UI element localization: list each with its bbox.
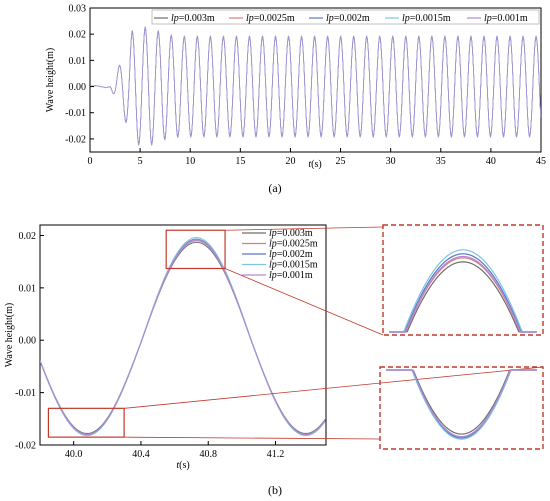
panel-a-legend-label-value-3: =0.0015m (410, 13, 451, 24)
panel-b-legend-label-3: lp=0.0015m (269, 260, 318, 271)
panel-b-legend-label-value-4: =0.001m (277, 270, 313, 281)
panel-b-legend-label-prefix-4: lp (269, 270, 277, 281)
panel-b-legend-label-prefix-2: lp (269, 249, 277, 260)
panel-a-series-line-2 (89, 27, 542, 145)
panel-a-axes: 0 5 10 15 20 25 30 35 40 45 -0.02 -0.01 0.00 0.01 0.02… (65, 4, 546, 168)
panel-a-xlabel-var: t (308, 159, 311, 170)
panel-a-ytick-label-4: 0.02 (69, 30, 87, 41)
panel-a-legend-label-value-4: =0.001m (492, 13, 528, 24)
panel-b-ytick-label-1: -0.01 (15, 388, 36, 399)
panel-a-legend-label-4: lp=0.001m (484, 13, 528, 24)
panel-a-plot-frame (89, 7, 542, 153)
panel-b-inset-trough-line-4 (386, 369, 537, 438)
panel-b-legend-label-value-3: =0.0015m (277, 260, 318, 271)
panel-b-connector-trough-bottom (124, 436, 381, 440)
panel-a-xtick-label-8: 40 (486, 156, 496, 167)
panel-a-xtick-label-1: 5 (138, 156, 143, 167)
panel-a-legend-label-prefix-0: lp (171, 13, 179, 24)
panel-b-xtick-label-2: 40.8 (199, 449, 217, 460)
panel-a-legend-label-prefix-4: lp (484, 13, 492, 24)
panel-b-legend-label-2: lp=0.002m (269, 249, 313, 260)
panel-b-inset-peak-line-0 (389, 261, 537, 333)
panel-b-xtick-label-3: 41.2 (267, 449, 285, 460)
panel-a-legend-label-0: lp=0.003m (171, 13, 215, 24)
panel-a-xtick-label-2: 10 (185, 156, 195, 167)
panel-a-xtick-label-9: 45 (536, 156, 546, 167)
panel-a-legend-label-value-1: =0.0025m (254, 13, 295, 24)
panel-b-legend-label-value-1: =0.0025m (277, 239, 318, 250)
panel-b-connector-trough-top (124, 366, 544, 409)
panel-a-ytick-label-3: 0.01 (69, 56, 87, 67)
panel-b-xtick-label-0: 40.0 (65, 449, 83, 460)
panel-b-plot-frame (39, 224, 327, 446)
panel-a-xtick-label-7: 35 (436, 156, 446, 167)
panel-b-legend-label-prefix-0: lp (269, 228, 277, 239)
panel-a-legend-label-2: lp=0.002m (326, 13, 370, 24)
panel-a-series-line-3 (89, 26, 542, 146)
panel-a-xlabel-unit: (s) (311, 159, 322, 170)
panel-b-inset-peak-line-4 (389, 255, 537, 333)
panel-a-xtick-label-0: 0 (88, 156, 93, 167)
panel-a-legend-label-3: lp=0.0015m (402, 13, 451, 24)
panel-a-ytick-label-0: -0.02 (65, 134, 86, 145)
panel-b-inset-frame-peak (382, 224, 544, 336)
panel-a-legend-label-prefix-2: lp (326, 13, 334, 24)
panel-b-xlabel: t(s) (176, 460, 189, 471)
panel-b-series-line-4 (40, 239, 326, 436)
panel-a-legend: lp=0.003m lp=0.0025m lp=0.002m lp=0.0015m lp… (151, 9, 540, 25)
panel-a-ylabel: Wave height(m) (45, 48, 56, 112)
panel-a-ytick-label-2: 0.00 (69, 82, 87, 93)
panel-b-ytick-label-2: 0.00 (19, 336, 37, 347)
panel-b-legend-label-value-2: =0.002m (277, 249, 313, 260)
panel-b-xlabel-var: t (176, 460, 179, 471)
panel-b-connector-peak-bottom (224, 268, 384, 336)
panel-b-zoom-box-trough (47, 407, 125, 438)
panel-a-series-line-4 (89, 26, 542, 147)
panel-a-legend-label-prefix-3: lp (402, 13, 410, 24)
panel-a-legend-label-value-2: =0.002m (334, 13, 370, 24)
panel-b-xlabel-unit: (s) (179, 460, 190, 471)
panel-a-legend-label-prefix-1: lp (246, 13, 254, 24)
panel-a-xtick-label-5: 25 (336, 156, 346, 167)
panel-a-series-line-0 (89, 28, 542, 144)
panel-b-legend-label-4: lp=0.001m (269, 270, 313, 281)
panel-b-legend-label-1: lp=0.0025m (269, 239, 318, 250)
panel-a-ytick-label-5: 0.03 (69, 4, 87, 15)
panel-a-series-line-1 (89, 27, 542, 145)
panel-b-legend-label-value-0: =0.003m (277, 228, 313, 239)
panel-b-series-lines (40, 237, 326, 437)
panel-a-series-lines (89, 26, 542, 147)
panel-a-legend-label-1: lp=0.0025m (246, 13, 295, 24)
panel-b-legend: lp=0.003mlp=0.0025mlp=0.002mlp=0.0015mlp… (242, 228, 318, 281)
panel-a-xtick-label-4: 20 (285, 156, 295, 167)
panel-a-legend-box (151, 9, 540, 25)
panel-b-ytick-label-4: 0.02 (19, 231, 37, 242)
panel-b-inset-peak-line-3 (389, 249, 537, 333)
panel-b-ylabel: Wave height(m) (4, 303, 15, 367)
panel-b-legend-label-0: lp=0.003m (269, 228, 313, 239)
panel-b-legend-label-prefix-1: lp (269, 239, 277, 250)
panel-a-chart: 0 5 10 15 20 25 30 35 40 45 -0.02 -0.01 0.00 0.01 0.02… (45, 4, 546, 171)
panel-a-ytick-label-1: -0.01 (65, 108, 86, 119)
panel-b-caption: (b) (268, 483, 282, 497)
panel-b-chart: 40.0 40.4 40.8 41.2 -0.02 -0.01 0.00 0.01 0.02 W… (4, 224, 544, 471)
panel-a-xtick-label-3: 15 (235, 156, 245, 167)
panel-b-ytick-label-0: -0.02 (15, 441, 36, 452)
panel-b-legend-label-prefix-3: lp (269, 260, 277, 271)
panel-a-caption: (a) (268, 181, 281, 195)
panel-b-xtick-label-1: 40.4 (132, 449, 150, 460)
panel-b-connector-peak-top (225, 226, 384, 231)
panel-a-legend-label-value-0: =0.003m (179, 13, 215, 24)
panel-b-ytick-label-3: 0.01 (19, 283, 37, 294)
panel-b-inset-peak-line-2 (389, 253, 537, 333)
panel-a-xlabel: t(s) (308, 159, 321, 170)
panel-b-axes: 40.0 40.4 40.8 41.2 -0.02 -0.01 0.00 0.01 0.02 (15, 231, 284, 460)
panel-b-zoom-insets (47, 224, 544, 450)
panel-b-zoom-box-peak (165, 229, 226, 270)
panel-a-xtick-label-6: 30 (386, 156, 396, 167)
